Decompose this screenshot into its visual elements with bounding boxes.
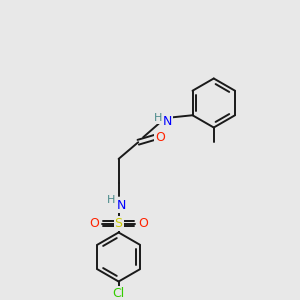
Text: H: H — [154, 113, 162, 123]
Text: O: O — [89, 217, 99, 230]
Text: S: S — [115, 217, 123, 230]
Text: N: N — [117, 200, 126, 212]
Text: O: O — [155, 131, 165, 144]
Text: H: H — [106, 195, 115, 205]
Text: Cl: Cl — [112, 287, 125, 300]
Text: O: O — [138, 217, 148, 230]
Text: N: N — [163, 115, 172, 128]
